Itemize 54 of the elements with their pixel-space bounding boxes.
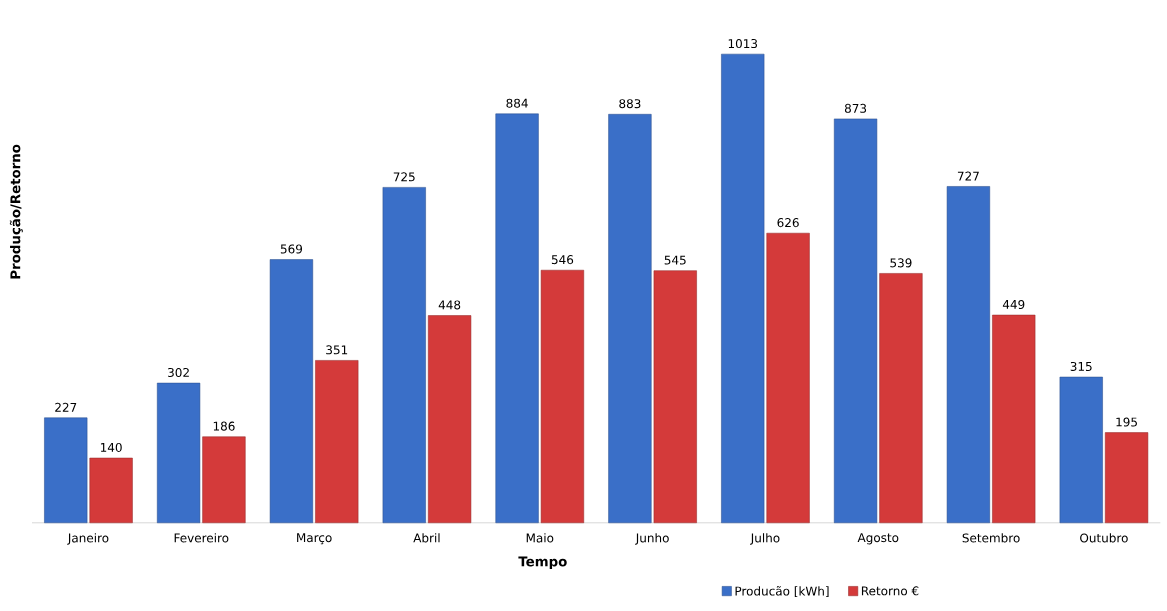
bar xyxy=(427,315,472,524)
x-axis-title: Tempo xyxy=(518,556,567,570)
data-label: 873 xyxy=(844,103,867,113)
data-label: 546 xyxy=(551,255,574,265)
data-label: 186 xyxy=(213,421,235,431)
bar xyxy=(1104,432,1149,524)
data-label: 195 xyxy=(1116,417,1137,427)
bar xyxy=(495,113,539,524)
bar xyxy=(89,457,133,524)
data-label: 449 xyxy=(1002,300,1025,310)
bar xyxy=(653,270,697,524)
x-tick-label: Maio xyxy=(526,533,554,543)
bar xyxy=(766,233,810,524)
data-label: 626 xyxy=(777,218,799,228)
bar xyxy=(608,114,652,524)
data-label: 302 xyxy=(168,368,189,378)
bar xyxy=(44,417,88,524)
data-label: 140 xyxy=(100,442,122,453)
data-label: 884 xyxy=(506,98,528,108)
x-tick-label: Junho xyxy=(635,533,669,545)
bar xyxy=(540,270,585,524)
bar xyxy=(156,382,201,524)
data-label: 883 xyxy=(619,99,641,109)
bar xyxy=(269,259,314,524)
bar xyxy=(833,118,878,524)
bar xyxy=(315,360,359,524)
data-label: 315 xyxy=(1070,362,1092,372)
data-label: 448 xyxy=(438,300,461,310)
bar xyxy=(946,186,991,524)
data-label: 727 xyxy=(957,171,979,181)
bar xyxy=(992,314,1036,524)
x-tick-label: Setembro xyxy=(962,533,1020,543)
x-tick-label: Abril xyxy=(413,533,440,543)
data-label: 227 xyxy=(55,402,77,412)
legend-label: Producão [kWh] xyxy=(735,586,829,598)
data-label: 545 xyxy=(664,255,686,265)
x-tick-label: Outubro xyxy=(1080,533,1128,543)
data-label: 725 xyxy=(393,172,415,182)
bar xyxy=(382,187,426,524)
data-label: 351 xyxy=(326,345,348,355)
bar xyxy=(721,53,765,524)
bar xyxy=(1059,376,1103,524)
data-label: 539 xyxy=(890,258,912,268)
x-tick-label: Julho xyxy=(750,533,780,545)
data-label: 1013 xyxy=(728,39,758,49)
bar xyxy=(202,436,246,524)
bar xyxy=(879,273,923,524)
x-tick-label: Março xyxy=(297,533,332,545)
x-tick-label: Janeiro xyxy=(67,533,109,545)
legend-label: Retorno € xyxy=(861,586,919,596)
x-tick-label: Agosto xyxy=(857,533,899,545)
y-axis-title: Produção/Retorno xyxy=(9,144,23,279)
data-label: 569 xyxy=(280,244,303,254)
x-tick-label: Fevereiro xyxy=(174,533,229,543)
